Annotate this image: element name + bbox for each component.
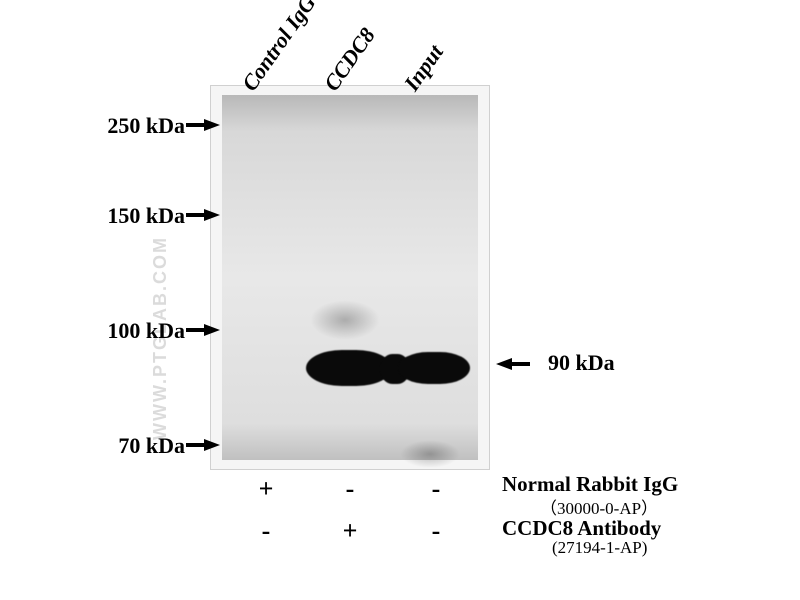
arrow-right-icon [204,119,220,131]
arrow-left-icon [496,358,512,370]
matrix-cell: + [338,516,362,546]
matrix-row-sublabel-2: (27194-1-AP) [552,538,647,558]
mw-label-250: 250 kDa [95,113,185,139]
arrow-right-icon [204,439,220,451]
blot-smear [400,440,460,468]
lane-label-1: Control IgG [237,0,322,96]
matrix-cell: + [254,474,278,504]
matrix-cell: - [424,516,448,546]
matrix-cell: - [338,474,362,504]
matrix-cell: - [254,516,278,546]
arrow-right-icon [204,209,220,221]
arrow-right-icon [204,324,220,336]
mw-label-150: 150 kDa [95,203,185,229]
mw-label-100: 100 kDa [95,318,185,344]
western-blot-figure: { "figure": { "type": "western-blot", "c… [0,0,800,600]
blot-membrane [222,95,478,460]
matrix-cell: - [424,474,448,504]
blot-smear [310,300,380,340]
band-size-label: 90 kDa [548,350,615,376]
mw-label-70: 70 kDa [107,433,185,459]
blot-band-lane3 [398,352,470,384]
